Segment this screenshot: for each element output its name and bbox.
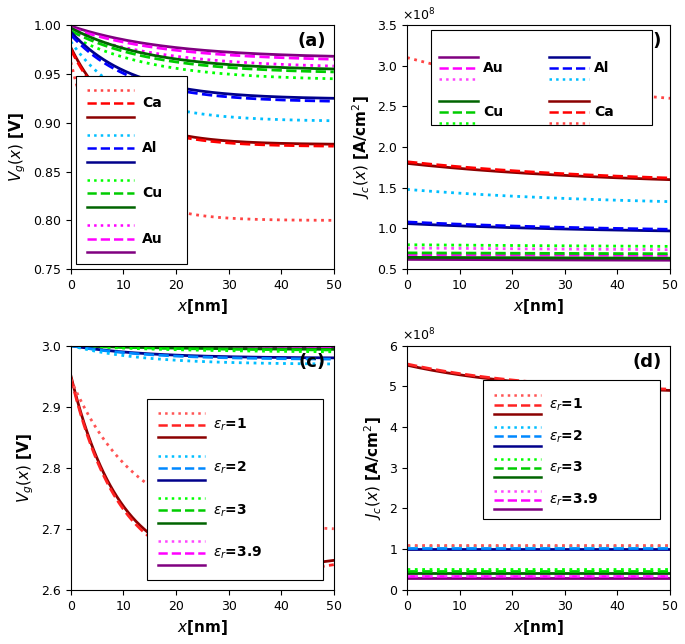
Text: $\varepsilon_r$=3: $\varepsilon_r$=3 — [213, 502, 247, 518]
Text: $\times10^8$: $\times10^8$ — [402, 327, 436, 344]
Text: (c): (c) — [299, 353, 326, 371]
Y-axis label: $V_g(x)$ [V]: $V_g(x)$ [V] — [15, 433, 36, 503]
Text: Ca: Ca — [142, 96, 162, 110]
Text: $\varepsilon_r$=2: $\varepsilon_r$=2 — [549, 428, 583, 444]
Text: Al: Al — [594, 61, 609, 75]
FancyBboxPatch shape — [484, 380, 660, 519]
Text: Au: Au — [142, 232, 162, 245]
Text: $\times10^8$: $\times10^8$ — [402, 6, 436, 23]
Text: $\varepsilon_r$=2: $\varepsilon_r$=2 — [213, 460, 247, 476]
X-axis label: $x$[nm]: $x$[nm] — [177, 298, 227, 316]
X-axis label: $x$[nm]: $x$[nm] — [513, 298, 564, 316]
Text: $\varepsilon_r$=1: $\varepsilon_r$=1 — [213, 417, 247, 433]
Text: $\varepsilon_r$=3.9: $\varepsilon_r$=3.9 — [213, 545, 262, 562]
X-axis label: $x$[nm]: $x$[nm] — [513, 618, 564, 637]
Text: Au: Au — [484, 61, 504, 75]
Text: (d): (d) — [633, 353, 662, 371]
Text: $\varepsilon_r$=1: $\varepsilon_r$=1 — [549, 397, 584, 413]
Text: Ca: Ca — [594, 105, 614, 118]
Text: (b): (b) — [633, 32, 662, 50]
Text: (a): (a) — [297, 32, 326, 50]
FancyBboxPatch shape — [431, 30, 651, 125]
Text: $\varepsilon_r$=3.9: $\varepsilon_r$=3.9 — [549, 492, 598, 508]
Text: $\varepsilon_r$=3: $\varepsilon_r$=3 — [549, 460, 583, 477]
Text: Cu: Cu — [484, 105, 503, 118]
FancyBboxPatch shape — [147, 399, 323, 580]
Y-axis label: $V_g(x)$ [V]: $V_g(x)$ [V] — [7, 112, 27, 182]
X-axis label: $x$[nm]: $x$[nm] — [177, 618, 227, 637]
Y-axis label: $J_c(x)$ [A/cm$^2$]: $J_c(x)$ [A/cm$^2$] — [350, 95, 372, 199]
Text: Cu: Cu — [142, 187, 162, 200]
FancyBboxPatch shape — [76, 77, 186, 264]
Text: Al: Al — [142, 141, 157, 155]
Y-axis label: $J_c(x)$ [A/cm$^2$]: $J_c(x)$ [A/cm$^2$] — [362, 416, 384, 520]
